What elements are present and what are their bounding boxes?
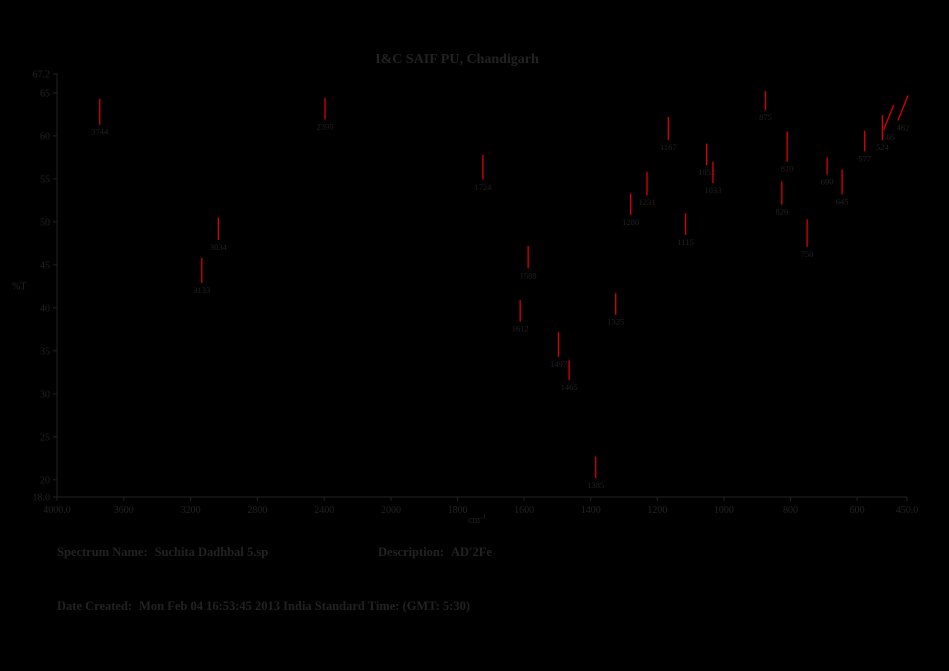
y-tick-label: 25 bbox=[40, 432, 50, 443]
peak-label: 462 bbox=[897, 122, 910, 132]
spectrum-name-row: Spectrum Name: Suchita Dadhbal 5.sp bbox=[57, 545, 268, 560]
peak-label: 3744 bbox=[91, 127, 109, 137]
y-tick-label: 35 bbox=[40, 346, 50, 357]
x-tick-label: 3200 bbox=[181, 505, 201, 516]
x-tick-label: 1200 bbox=[647, 505, 667, 516]
y-axis-unit-label: %T bbox=[12, 281, 26, 292]
peak-label: 2395 bbox=[317, 122, 334, 132]
page-title: I&C SAIF PU, Chandigarh bbox=[375, 52, 539, 67]
description-label: Description: bbox=[378, 545, 444, 559]
x-tick-label: 1400 bbox=[581, 505, 601, 516]
spectrum-name-label: Spectrum Name: bbox=[57, 545, 148, 559]
y-tick-label: 18.0 bbox=[33, 493, 51, 504]
x-tick-label: 600 bbox=[850, 505, 865, 516]
peak-marker bbox=[897, 95, 909, 121]
peak-marker bbox=[883, 104, 895, 131]
x-tick-label: 2800 bbox=[247, 505, 267, 516]
peak-label: 645 bbox=[836, 196, 849, 206]
spectrum-name-value: Suchita Dadhbal 5.sp bbox=[154, 545, 269, 559]
peak-label: 810 bbox=[781, 164, 794, 174]
peak-label: 1280 bbox=[622, 217, 639, 227]
x-tick-label: 2000 bbox=[381, 505, 401, 516]
peak-label: 577 bbox=[858, 153, 871, 163]
y-tick-label: 65 bbox=[40, 88, 50, 99]
x-axis-unit-label: cm-1 bbox=[468, 513, 487, 526]
date-created-value: Mon Feb 04 16:53:45 2013 India Standard … bbox=[139, 599, 471, 613]
y-tick-label: 60 bbox=[40, 131, 50, 142]
peak-label: 3034 bbox=[210, 242, 228, 252]
peak-label: 826 bbox=[775, 207, 788, 217]
x-tick-label: 1600 bbox=[514, 505, 534, 516]
peak-label: 1033 bbox=[704, 185, 721, 195]
y-tick-label: 55 bbox=[40, 174, 50, 185]
y-tick-label: 50 bbox=[40, 217, 50, 228]
peak-label: 1588 bbox=[520, 270, 537, 280]
x-tick-label: 800 bbox=[783, 505, 798, 516]
peak-label: 1115 bbox=[677, 237, 693, 247]
peak-label: 1465 bbox=[561, 382, 578, 392]
peak-label: 1497 bbox=[550, 359, 567, 369]
peak-label: 1612 bbox=[512, 324, 529, 334]
date-created-label: Date Created: bbox=[57, 599, 133, 613]
x-tick-label: 1800 bbox=[448, 505, 468, 516]
x-tick-label: 4000.0 bbox=[43, 505, 71, 516]
y-tick-label: 67.2 bbox=[33, 70, 51, 81]
date-created-row: Date Created: Mon Feb 04 16:53:45 2013 In… bbox=[57, 599, 470, 614]
y-tick-label: 20 bbox=[40, 475, 50, 486]
y-tick-label: 30 bbox=[40, 389, 50, 400]
description-row: Description: AD'2Fe bbox=[378, 545, 492, 560]
peak-label: 1052 bbox=[698, 167, 715, 177]
peak-label: 1231 bbox=[639, 197, 656, 207]
peak-label: 1724 bbox=[474, 182, 492, 192]
peak-label: 690 bbox=[821, 177, 834, 187]
peak-label: 505 bbox=[882, 132, 895, 142]
peak-label: 1325 bbox=[607, 317, 624, 327]
x-tick-label: 450.0 bbox=[896, 505, 919, 516]
y-tick-label: 45 bbox=[40, 260, 50, 271]
description-value: AD'2Fe bbox=[450, 545, 492, 559]
peak-label: 875 bbox=[759, 112, 772, 122]
y-tick-label: 40 bbox=[40, 303, 50, 314]
peak-label: 750 bbox=[801, 249, 814, 259]
peak-label: 3133 bbox=[193, 285, 210, 295]
x-tick-label: 3600 bbox=[114, 505, 134, 516]
peak-label: 1385 bbox=[587, 480, 604, 490]
peak-label: 1167 bbox=[660, 142, 677, 152]
x-tick-label: 2400 bbox=[314, 505, 334, 516]
peak-label: 524 bbox=[876, 142, 890, 152]
x-tick-label: 1000 bbox=[714, 505, 734, 516]
